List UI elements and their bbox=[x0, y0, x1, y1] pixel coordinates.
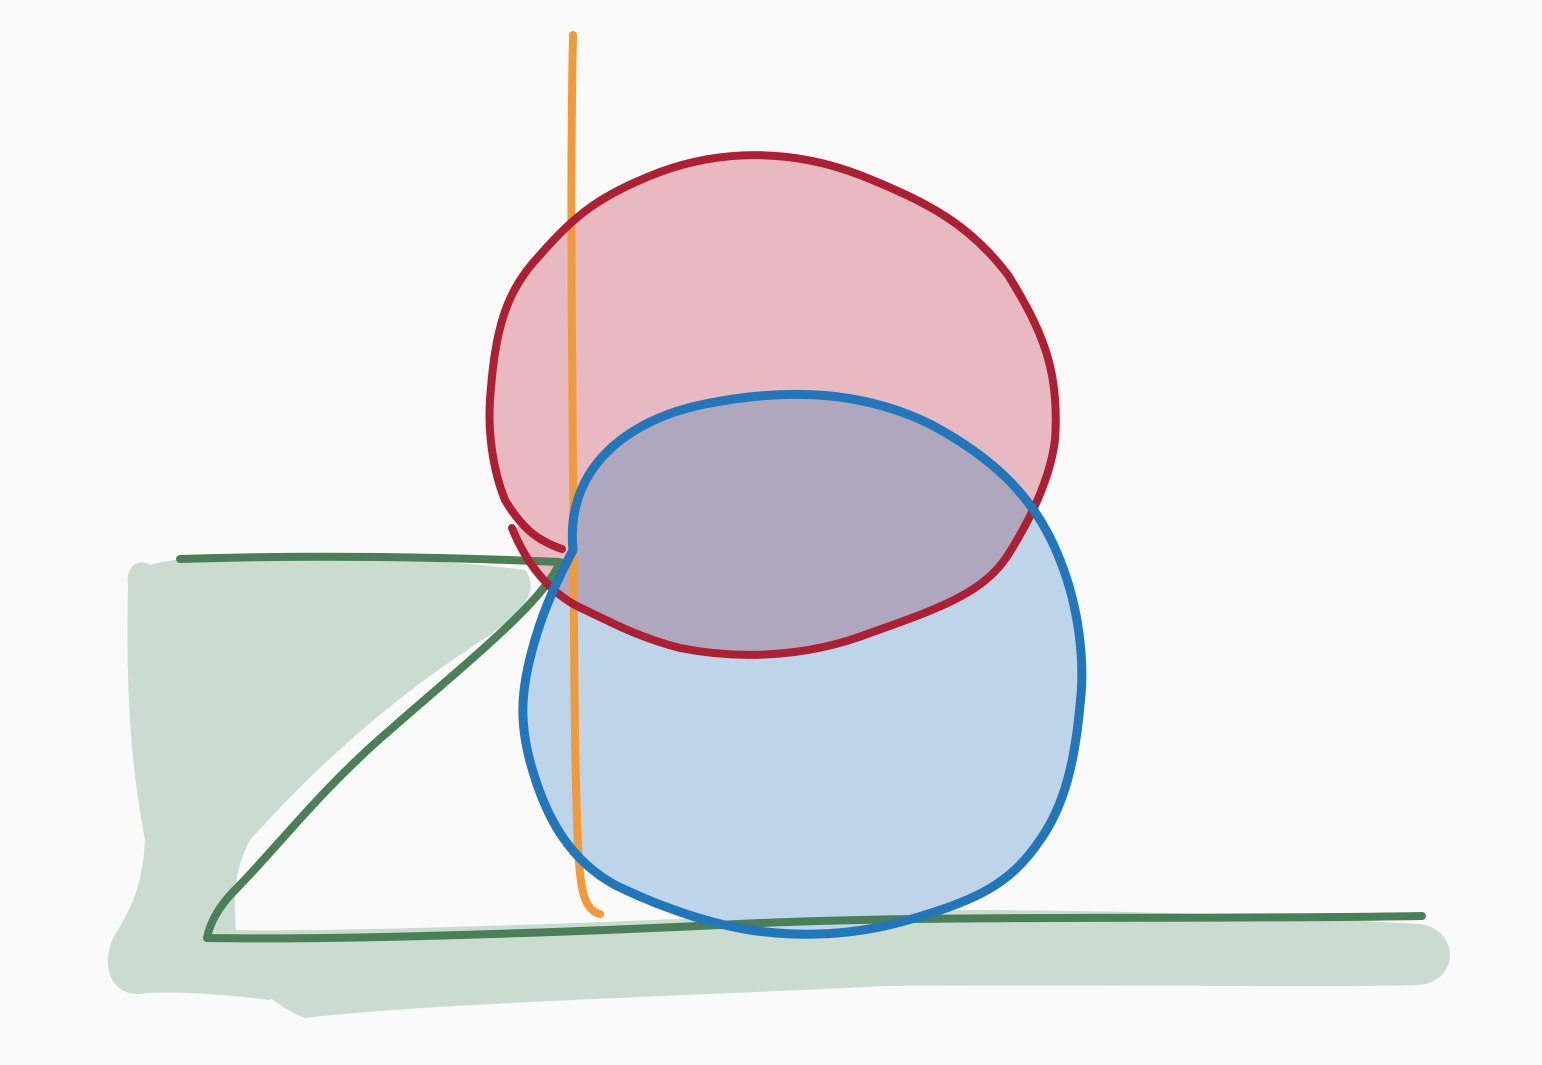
red-blob-outline bbox=[485, 151, 1060, 659]
overlap-fill-shape bbox=[522, 394, 1056, 655]
blue-blob-outline bbox=[518, 389, 1087, 939]
